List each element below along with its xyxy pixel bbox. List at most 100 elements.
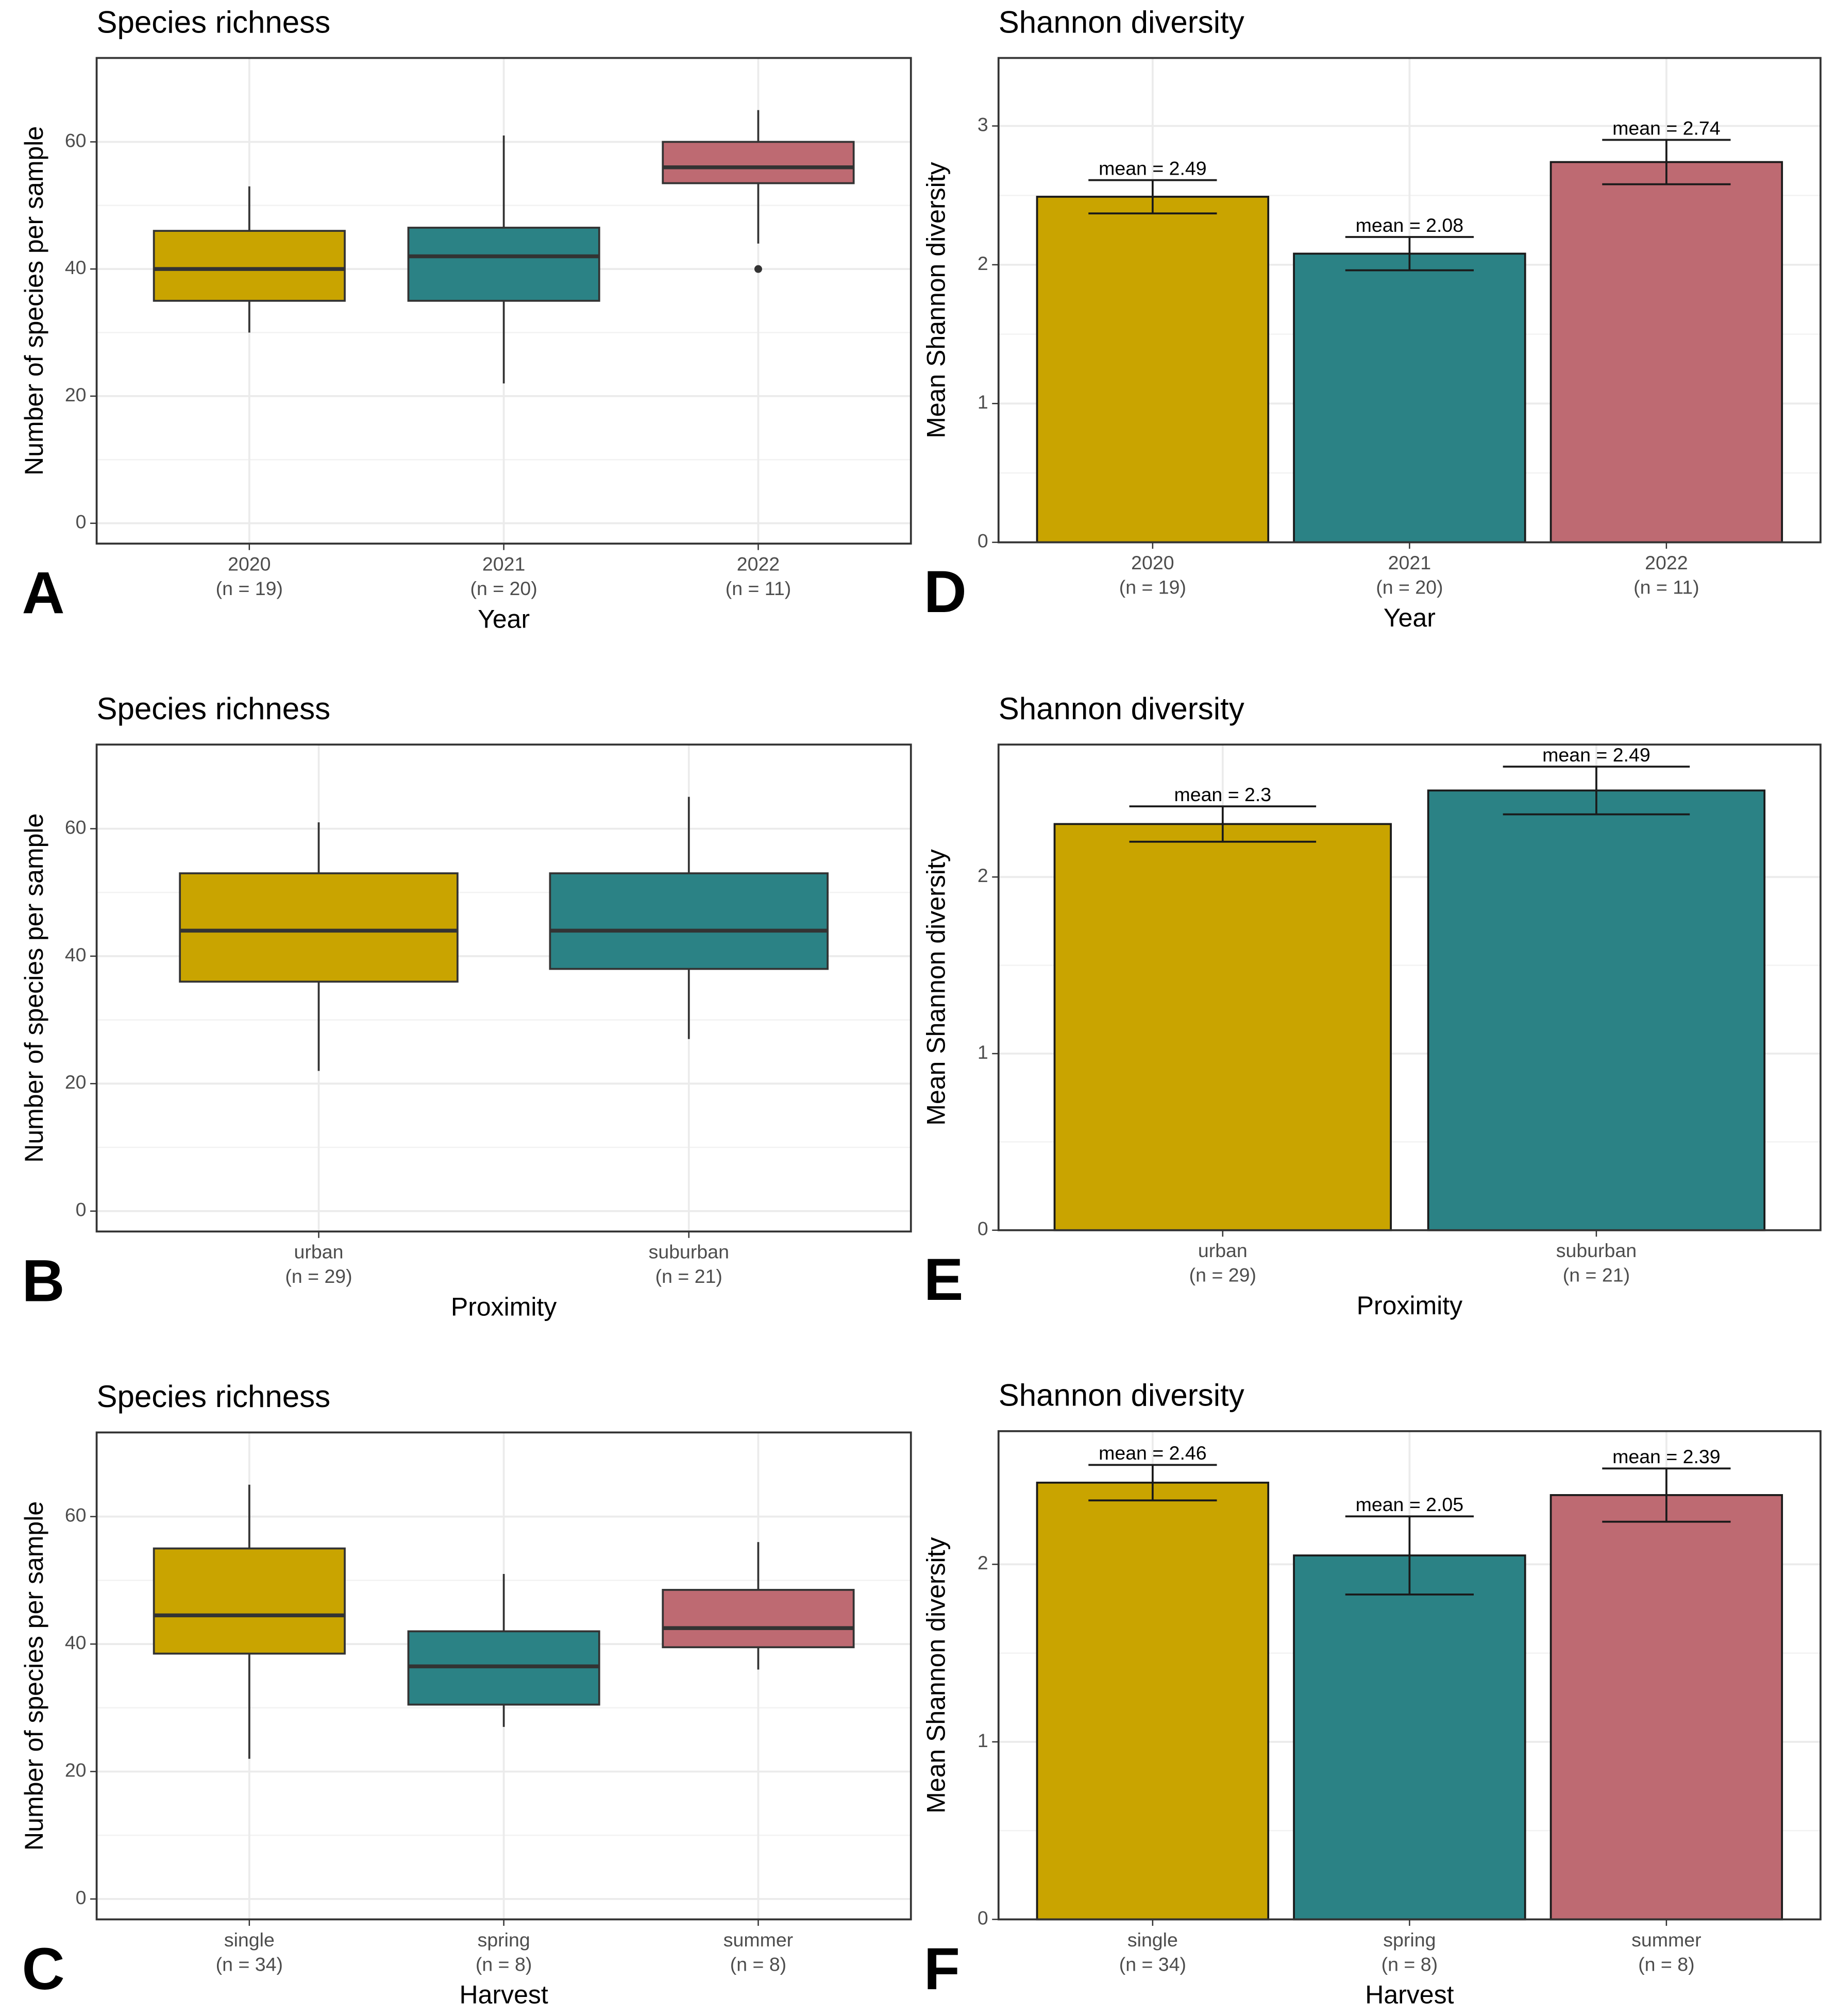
y-tick-label: 60	[65, 1504, 87, 1526]
value-label: mean = 2.39	[1612, 1446, 1721, 1467]
x-tick-count: (n = 19)	[1119, 577, 1186, 598]
bar	[1036, 196, 1270, 544]
chart-title: Shannon diversity	[999, 1378, 1244, 1413]
chart-title: Species richness	[97, 691, 331, 726]
x-tick-label: spring	[478, 1929, 530, 1951]
box	[662, 141, 855, 184]
panel-label: E	[924, 1247, 964, 1313]
y-tick-label: 2	[978, 252, 988, 274]
chart-title: Shannon diversity	[999, 5, 1244, 39]
x-tick-label: summer	[1631, 1929, 1701, 1951]
y-tick-label: 2	[978, 865, 988, 886]
y-tick-label: 20	[65, 1071, 87, 1093]
y-tick-label: 0	[978, 1907, 988, 1928]
x-tick-count: (n = 29)	[1189, 1264, 1256, 1286]
y-tick-label: 0	[76, 1199, 87, 1221]
x-axis-title: Proximity	[1357, 1291, 1463, 1320]
y-tick-label: 40	[65, 1632, 87, 1653]
panel-label: F	[924, 1936, 960, 2002]
x-tick-count: (n = 20)	[1376, 577, 1443, 598]
y-tick-label: 20	[65, 384, 87, 405]
x-tick-count: (n = 11)	[726, 578, 791, 599]
y-tick-label: 1	[978, 1041, 988, 1063]
y-tick-label: 40	[65, 944, 87, 965]
y-tick-label: 0	[76, 1887, 87, 1908]
value-label: mean = 2.46	[1099, 1442, 1207, 1464]
x-tick-count: (n = 20)	[470, 578, 537, 599]
panel-background	[96, 744, 911, 1232]
panel-label: B	[22, 1248, 65, 1314]
x-tick-label: 2021	[482, 553, 525, 575]
x-tick-count: (n = 34)	[1119, 1953, 1186, 1975]
x-tick-label: single	[1127, 1929, 1178, 1951]
x-tick-label: spring	[1383, 1929, 1436, 1951]
x-axis-title: Proximity	[451, 1293, 557, 1322]
x-axis-title: Harvest	[1365, 1980, 1454, 2009]
value-label: mean = 2.74	[1612, 117, 1721, 139]
x-tick-count: (n = 29)	[285, 1265, 352, 1287]
x-tick-label: 2021	[1388, 552, 1431, 573]
chart-title: Shannon diversity	[999, 691, 1244, 726]
panel-border	[95, 743, 912, 1233]
panel-label: A	[22, 561, 65, 626]
box	[179, 872, 459, 983]
y-axis-title: Mean Shannon diversity	[921, 162, 950, 438]
x-tick-label: suburban	[649, 1241, 729, 1263]
panel-border	[997, 57, 1822, 544]
y-axis-title: Number of species per sample	[20, 1501, 48, 1851]
panel-border	[997, 743, 1822, 1231]
x-tick-count: (n = 8)	[1382, 1953, 1438, 1975]
y-tick-label: 60	[65, 129, 87, 151]
bar	[1036, 1481, 1270, 1921]
box	[407, 227, 600, 302]
x-tick-label: 2022	[1645, 552, 1688, 573]
box	[153, 1547, 346, 1655]
x-tick-label: single	[224, 1929, 275, 1951]
bar	[1549, 1494, 1783, 1921]
y-tick-label: 0	[978, 1218, 988, 1240]
x-tick-count: (n = 21)	[655, 1265, 722, 1287]
x-tick-label: 2020	[1131, 552, 1174, 573]
x-tick-label: urban	[1198, 1240, 1248, 1261]
bar	[1293, 252, 1526, 544]
x-tick-count: (n = 34)	[216, 1953, 283, 1975]
x-tick-count: (n = 8)	[476, 1953, 532, 1975]
y-tick-label: 40	[65, 257, 87, 278]
bar	[1427, 789, 1766, 1231]
x-tick-label: urban	[294, 1241, 344, 1263]
x-tick-label: suburban	[1556, 1240, 1637, 1261]
box	[549, 872, 829, 970]
x-axis-title: Year	[1384, 603, 1436, 632]
panel-label: C	[22, 1936, 65, 2002]
chart-title: Species richness	[97, 1379, 331, 1414]
value-label: mean = 2.3	[1174, 784, 1271, 805]
x-tick-count: (n = 11)	[1633, 577, 1699, 598]
x-tick-count: (n = 19)	[216, 578, 283, 599]
x-tick-label: summer	[723, 1929, 793, 1951]
panel-border	[997, 1430, 1822, 1921]
value-label: mean = 2.49	[1099, 157, 1207, 179]
y-axis-title: Number of species per sample	[20, 126, 48, 476]
panel-border	[95, 1431, 912, 1921]
x-tick-count: (n = 8)	[730, 1953, 786, 1975]
y-tick-label: 0	[978, 530, 988, 552]
y-axis-title: Mean Shannon diversity	[921, 849, 950, 1125]
value-label: mean = 2.05	[1356, 1494, 1464, 1515]
bar	[1549, 161, 1783, 544]
x-axis-title: Harvest	[460, 1980, 548, 2009]
y-tick-label: 20	[65, 1759, 87, 1781]
x-tick-count: (n = 21)	[1563, 1264, 1630, 1286]
y-tick-label: 60	[65, 816, 87, 838]
x-tick-label: 2022	[737, 553, 780, 575]
value-label: mean = 2.49	[1542, 744, 1650, 766]
y-tick-label: 0	[76, 511, 87, 533]
x-tick-count: (n = 8)	[1638, 1953, 1694, 1975]
y-axis-title: Number of species per sample	[20, 814, 48, 1163]
box	[153, 230, 346, 302]
x-axis-title: Year	[478, 604, 530, 633]
box	[662, 1589, 855, 1649]
y-tick-label: 1	[978, 391, 988, 413]
outlier	[754, 265, 762, 273]
x-tick-label: 2020	[228, 553, 271, 575]
